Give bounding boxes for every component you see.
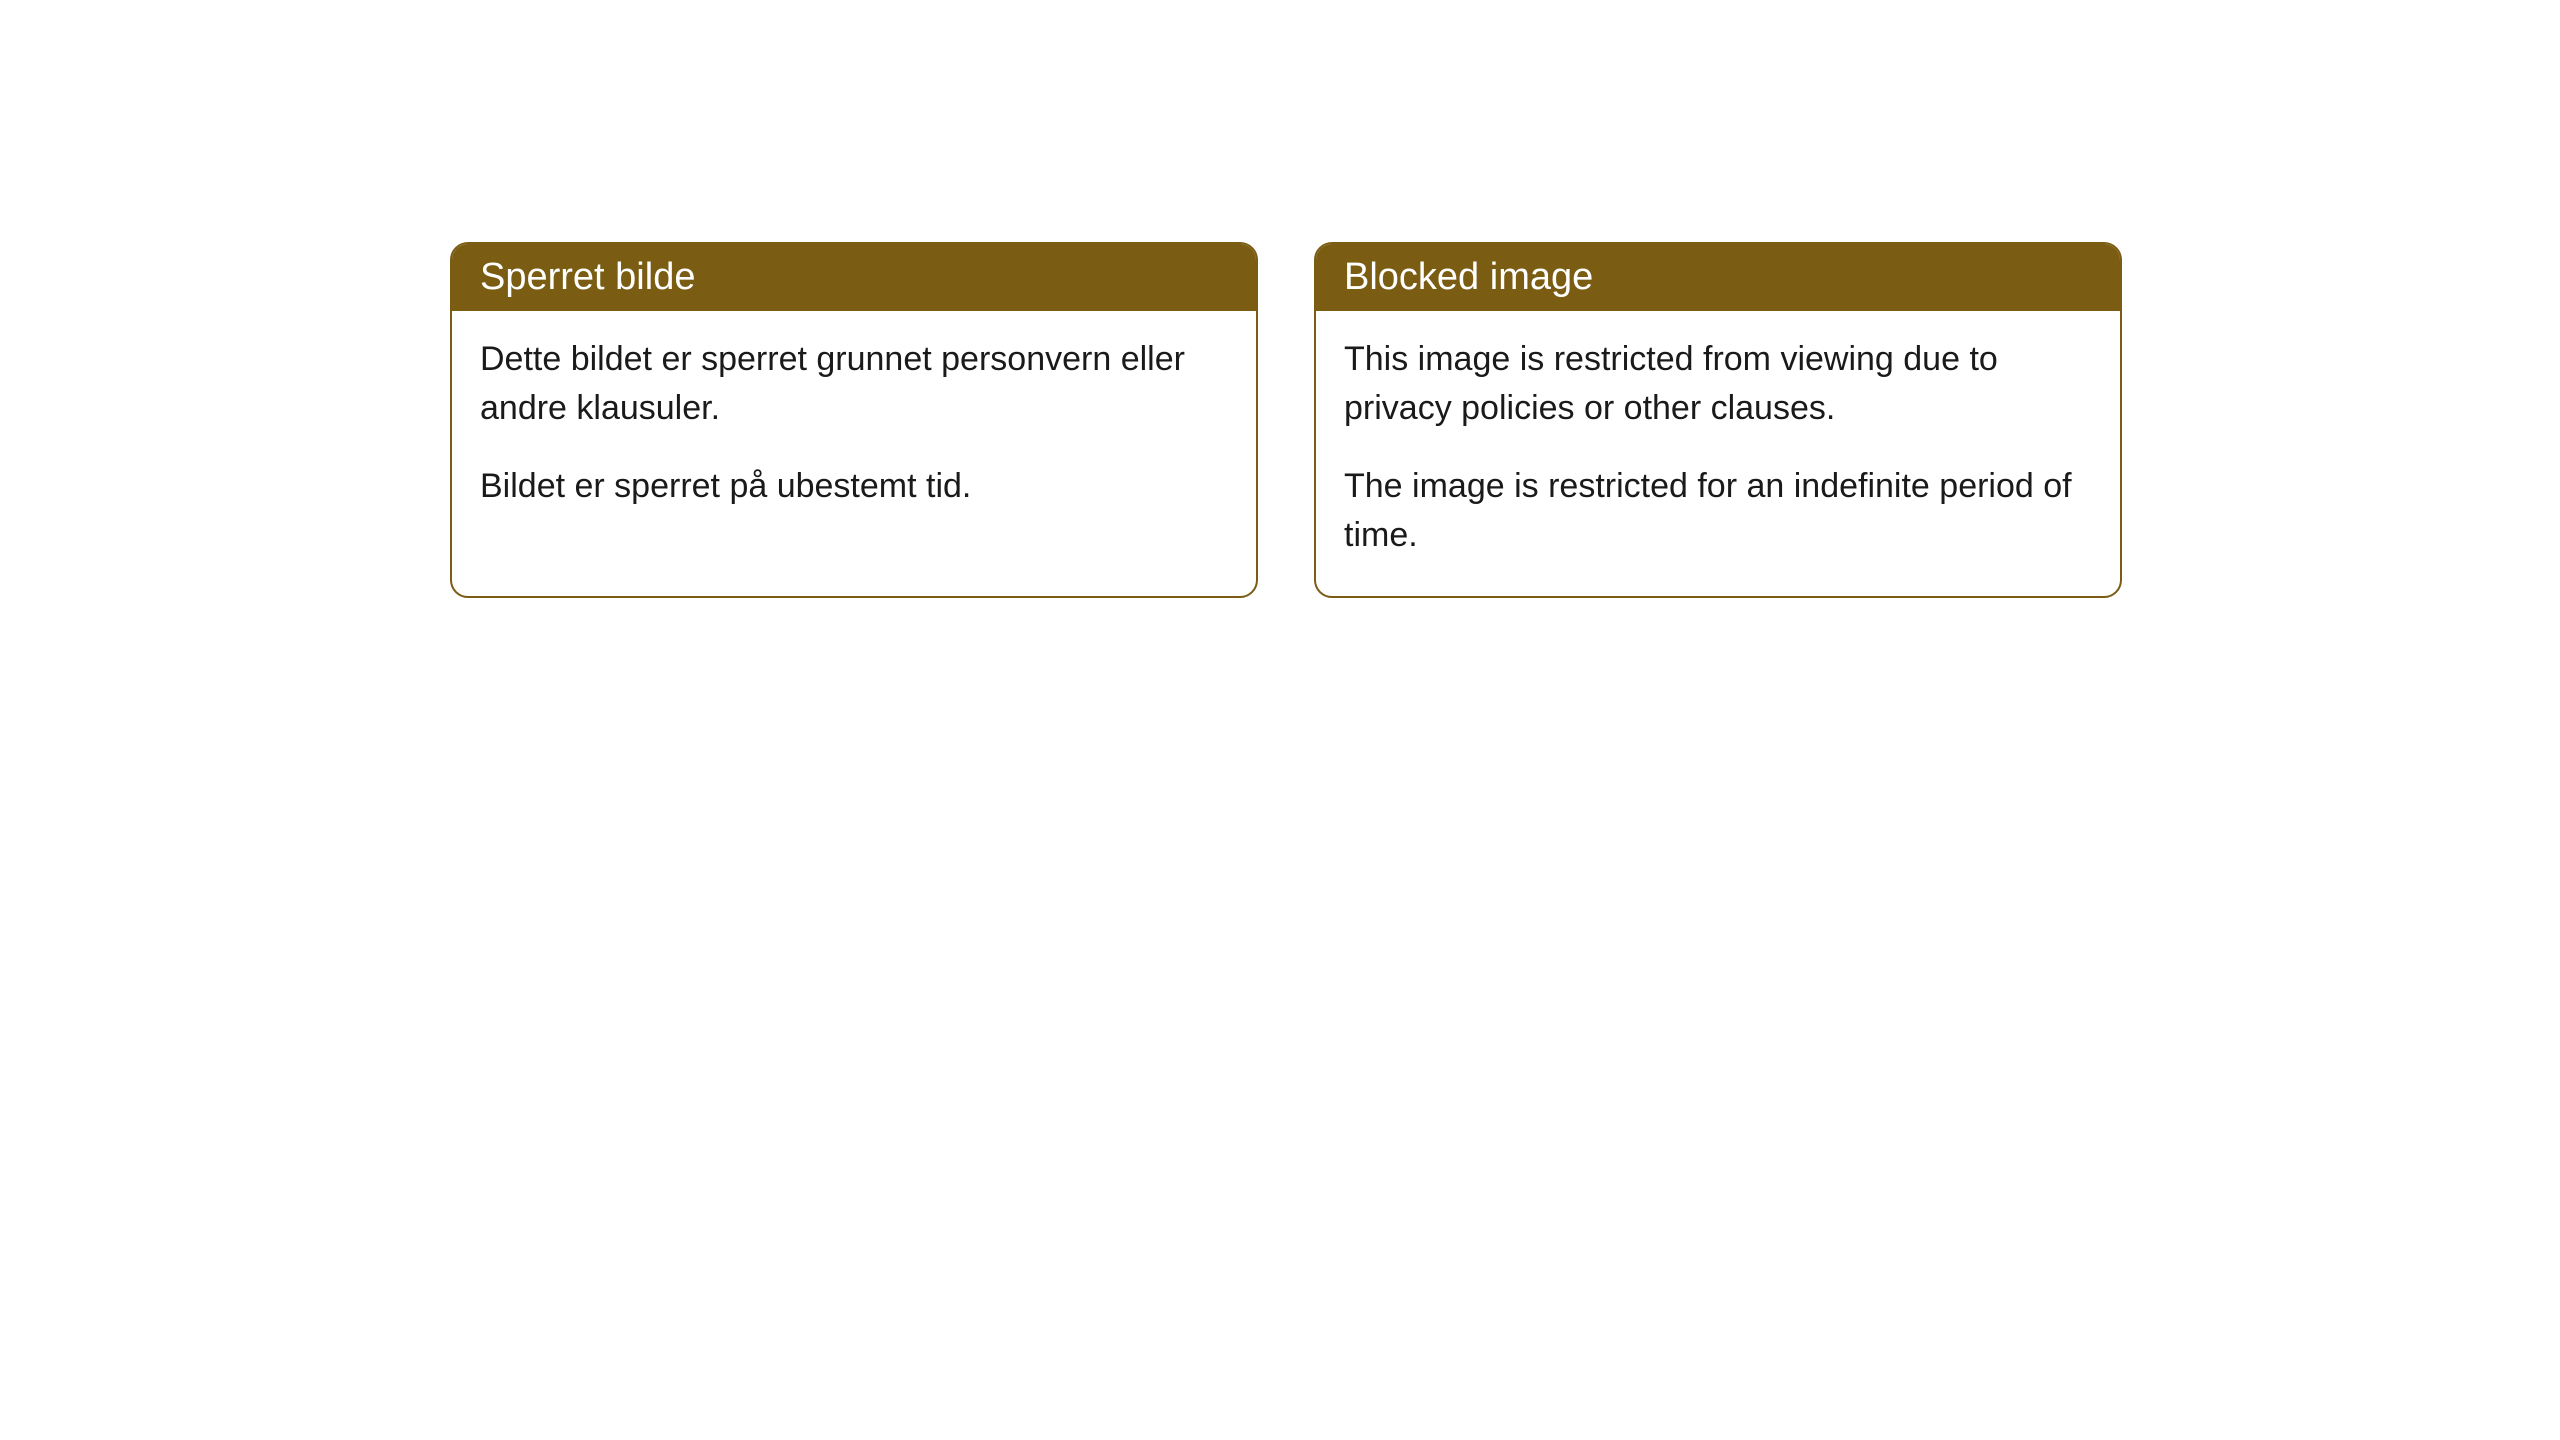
- card-paragraph: Dette bildet er sperret grunnet personve…: [480, 335, 1228, 434]
- blocked-image-card-english: Blocked image This image is restricted f…: [1314, 242, 2122, 598]
- card-body: This image is restricted from viewing du…: [1316, 311, 2120, 596]
- card-body: Dette bildet er sperret grunnet personve…: [452, 311, 1256, 547]
- card-header: Sperret bilde: [452, 244, 1256, 311]
- card-paragraph: This image is restricted from viewing du…: [1344, 335, 2092, 434]
- blocked-image-card-norwegian: Sperret bilde Dette bildet er sperret gr…: [450, 242, 1258, 598]
- card-header: Blocked image: [1316, 244, 2120, 311]
- notice-cards-container: Sperret bilde Dette bildet er sperret gr…: [450, 242, 2122, 598]
- card-paragraph: The image is restricted for an indefinit…: [1344, 462, 2092, 561]
- card-paragraph: Bildet er sperret på ubestemt tid.: [480, 462, 1228, 511]
